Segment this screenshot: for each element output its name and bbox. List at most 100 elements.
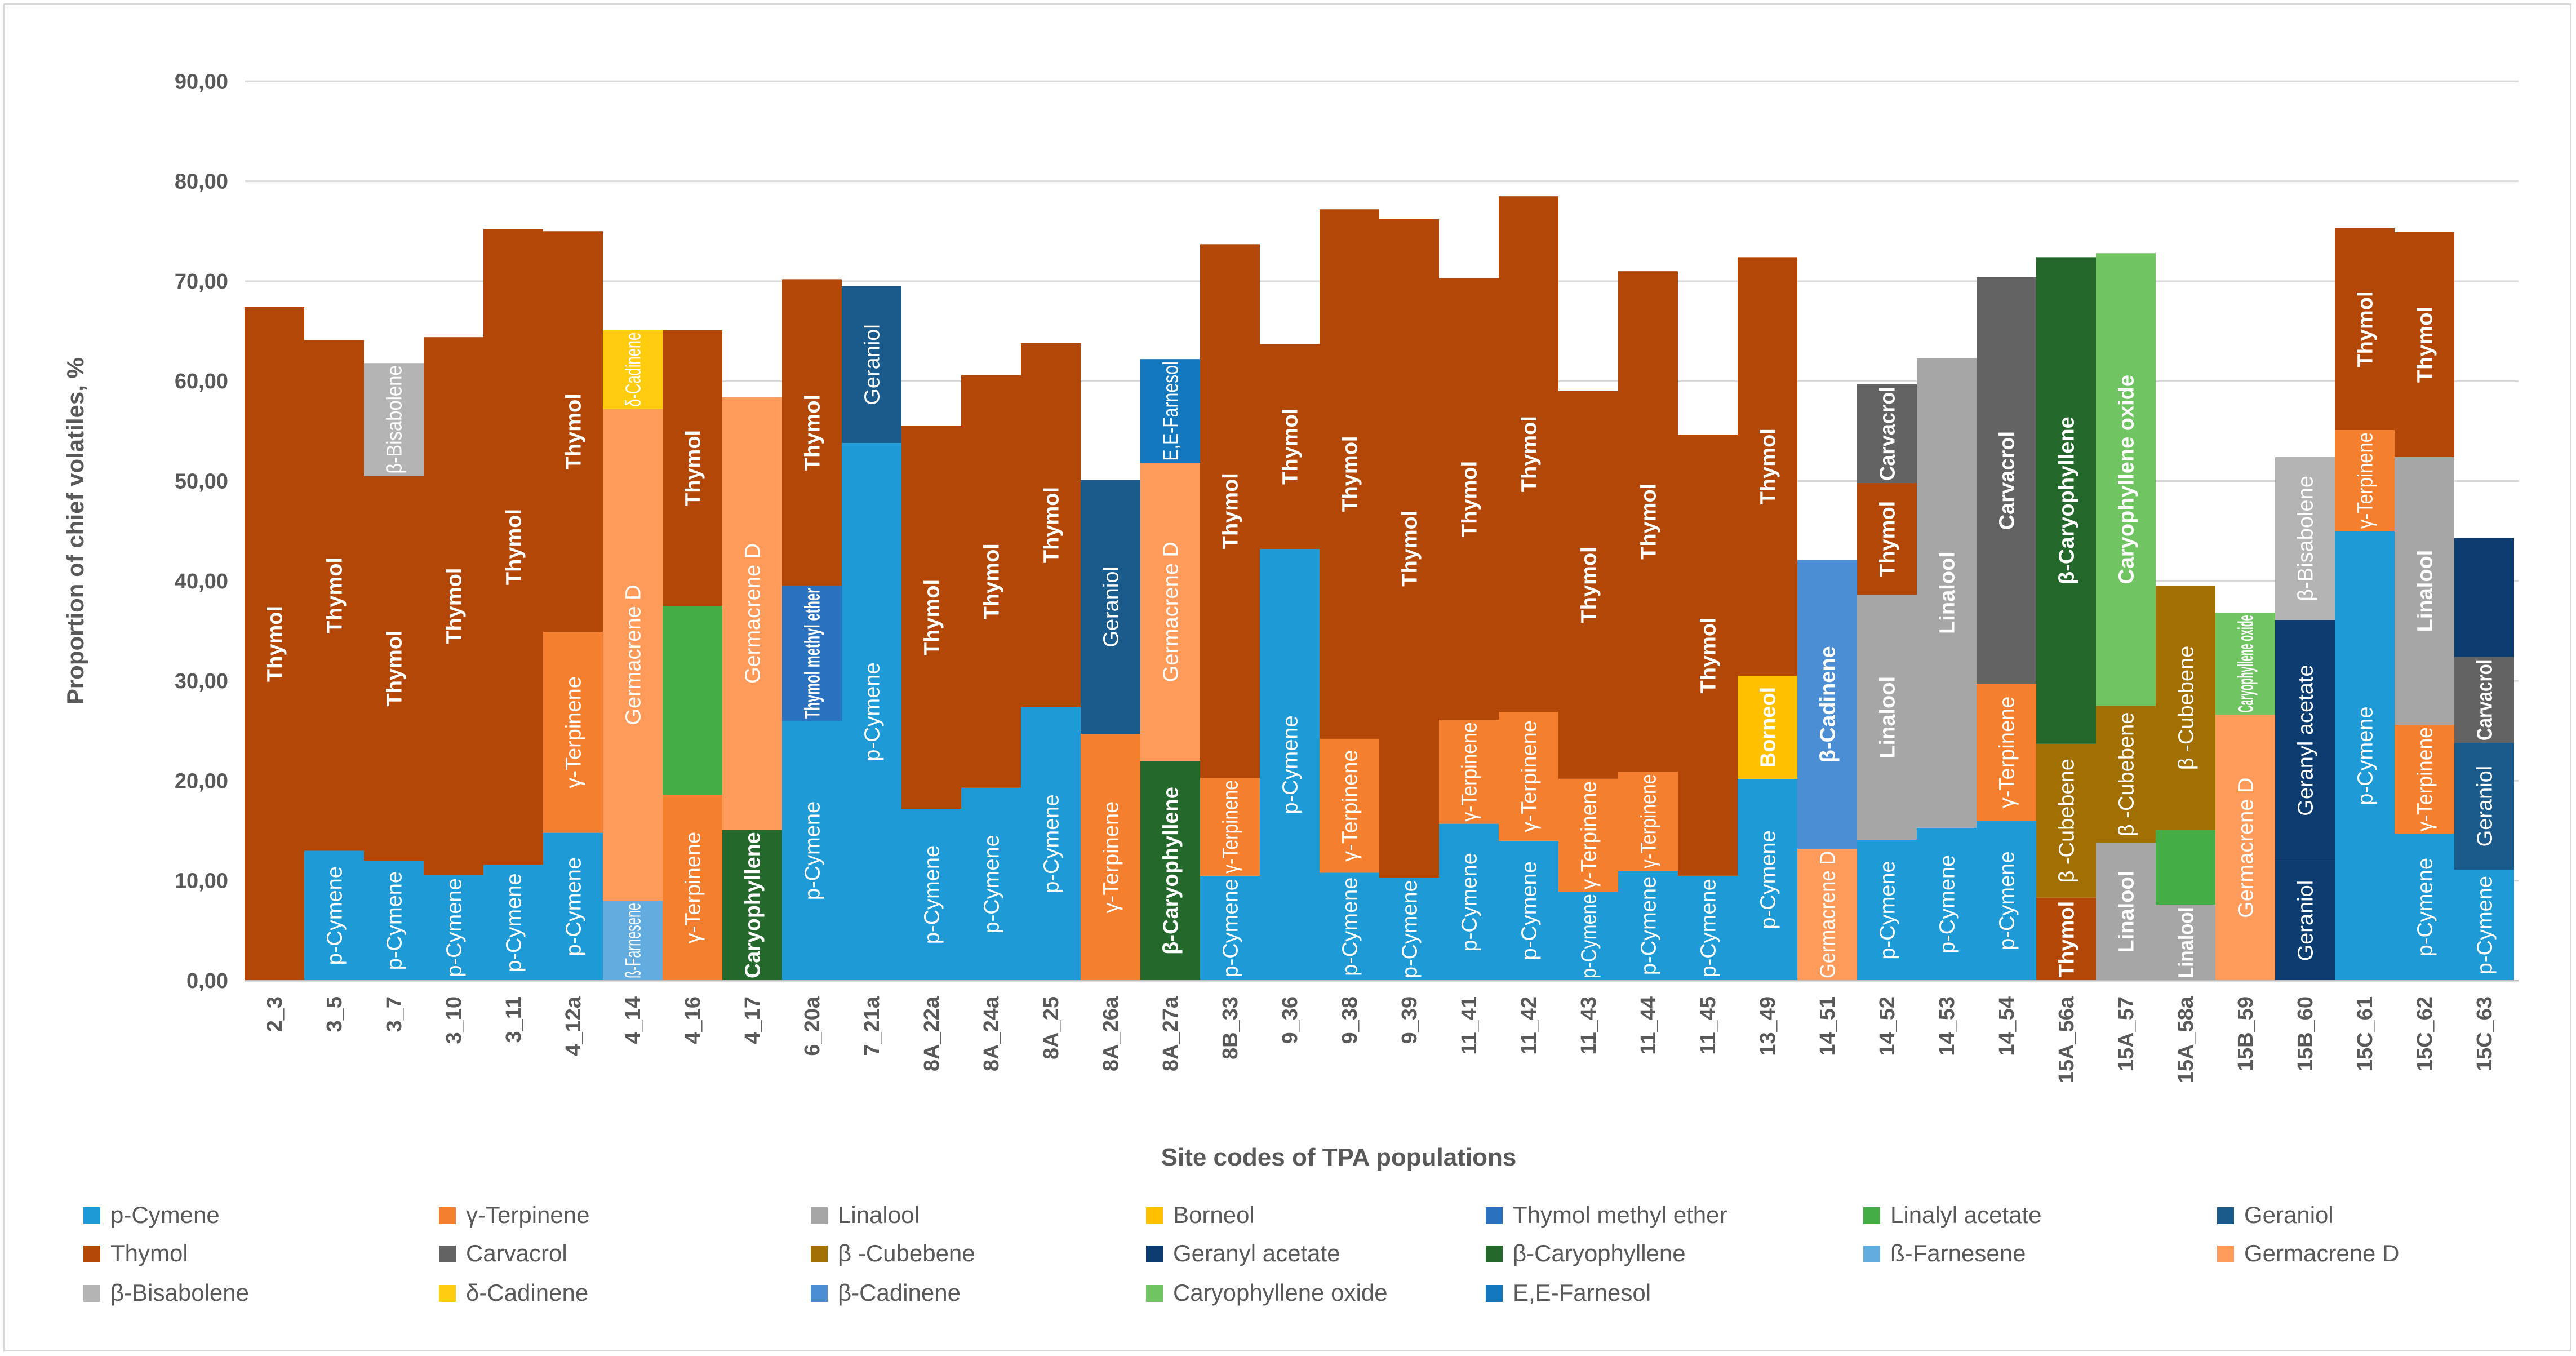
legend-swatch: [1146, 1246, 1163, 1262]
x-tick-label: 9_39: [1398, 996, 1422, 1044]
segment-label: p-Cymene: [2414, 858, 2437, 956]
legend-item: β -Cubebene: [811, 1240, 975, 1266]
segment-label: γ-Terpinene: [1996, 697, 2019, 809]
bar-segment: [722, 397, 782, 830]
x-tick-label: 15C_62: [2413, 996, 2437, 1071]
segment-label: E,E-Farnesol: [1160, 361, 1183, 460]
bar-segment: [603, 330, 663, 409]
segment-label: Thymol: [1637, 484, 1661, 560]
bar-segment: [2275, 861, 2335, 981]
y-tick-label: 50,00: [175, 470, 228, 494]
legend-swatch: [1863, 1207, 1880, 1224]
segment-label: Thymol: [1398, 511, 1422, 587]
bar-stack: p-Cymene γ-Terpinene Thymol: [543, 231, 603, 981]
x-tick-label: 4_14: [621, 996, 645, 1044]
segment-label: p-Cymene: [323, 866, 347, 965]
segment-label: Thymol: [1876, 501, 1900, 577]
bar-segment: [2156, 905, 2215, 981]
legend-item: Carvacrol: [439, 1240, 567, 1266]
segment-label: Linalool: [2115, 871, 2139, 953]
bar-segment: [1499, 196, 1558, 712]
bar-stack: p-Cymene γ-Terpinene Thymol: [1618, 271, 1678, 981]
segment-label: Carvacrol: [1876, 387, 1900, 481]
bar-stack: Germacrene D β-Cadinene: [1797, 560, 1857, 981]
bar-segment: [1320, 872, 1379, 981]
bar-stack: p-Cymene Thymol: [901, 426, 961, 981]
segment-label: p-Cymene: [2354, 706, 2378, 805]
bar-stack: Geraniol Geranyl acetate β-Bisabolene: [2275, 457, 2335, 981]
legend-swatch: [1486, 1285, 1503, 1302]
x-tick-label: 15B_60: [2294, 996, 2317, 1071]
y-axis-title: Proportion of chief volatiles, %: [62, 357, 88, 704]
bar-segment: [1678, 435, 1738, 876]
segment-label: Thymol: [1339, 436, 1362, 512]
bar-stack: p-Cymene Thymol: [1678, 435, 1738, 981]
bar-segment: [2395, 457, 2454, 725]
bar-stack: p-Cymene Thymol: [961, 375, 1021, 981]
bar-segment: [1200, 875, 1260, 981]
segment-label: γ-Terpinene: [1578, 781, 1601, 889]
legend-label: p-Cymene: [110, 1202, 220, 1228]
bar-segment: [2454, 657, 2514, 743]
x-tick-label: 8A_27a: [1159, 996, 1183, 1071]
legend-swatch: [83, 1207, 100, 1224]
bar-segment: [2215, 613, 2275, 715]
segment-label: Linalool: [2414, 550, 2437, 632]
segment-label: Thymol: [323, 557, 347, 633]
bar-segment: [782, 279, 842, 586]
bar-segment: [1379, 219, 1439, 878]
segment-label: p-Cymene: [1637, 876, 1661, 975]
bar-stack: Caryophyllene Germacrene D: [722, 397, 782, 981]
y-tick-label: 0,00: [186, 969, 228, 993]
bar-segment: [1439, 720, 1499, 824]
segment-label: p-Cymene: [1279, 715, 1303, 814]
segment-label: p-Cymene: [801, 801, 825, 900]
segment-label: Germacrene D: [622, 584, 646, 725]
legend-label: β-Caryophyllene: [1513, 1240, 1686, 1266]
bar-segment: [2036, 743, 2096, 898]
bar-segment: [1558, 778, 1618, 892]
segment-label: γ-Terpinene: [682, 832, 705, 944]
segment-label: Caryophyllene oxide: [2115, 375, 2139, 584]
legend-label: Caryophyllene oxide: [1173, 1279, 1388, 1306]
bar-segment: [2454, 538, 2514, 657]
y-tick-label: 40,00: [175, 570, 228, 593]
legend-item: γ-Terpinene: [439, 1202, 589, 1228]
x-tick-label: 14_54: [1995, 996, 2019, 1056]
bar-stack: p-Cymene Geraniol Carvacrol: [2454, 538, 2514, 981]
legend-swatch: [811, 1285, 828, 1302]
bar-segment: [2275, 619, 2335, 861]
x-tick-label: 11_42: [1517, 996, 1541, 1055]
x-tick-label: 3_5: [323, 996, 347, 1032]
bar-segment: [1320, 738, 1379, 873]
bar-stack: ß-Farnesene Germacrene D δ-Cadinene: [603, 330, 663, 981]
bar-segment: [2335, 531, 2395, 981]
legend-label: Linalool: [838, 1202, 920, 1228]
bar-segment: [2096, 706, 2156, 843]
bar-stack: p-Cymene Thymol: [1379, 219, 1439, 981]
segment-label: Geraniol: [2473, 766, 2497, 847]
segment-label: Thymol: [264, 606, 287, 682]
segment-label: Geraniol: [1100, 566, 1123, 648]
segment-label: p-Cymene: [443, 878, 467, 977]
legend-item: Thymol: [83, 1240, 188, 1266]
bar-segment: [2275, 457, 2335, 620]
segment-label: p-Cymene: [503, 874, 526, 972]
x-tick-label: 3_11: [502, 996, 526, 1043]
legend-swatch: [83, 1246, 100, 1262]
x-tick-label: 2_3: [263, 996, 287, 1032]
legend-item: Germacrene D: [2217, 1240, 2399, 1266]
segment-label: β -Cubebene: [2175, 646, 2199, 770]
bar-segment: [1320, 209, 1379, 739]
segment-label: p-Cymene: [1219, 879, 1243, 977]
x-tick-label: 8A_22a: [920, 996, 944, 1071]
x-tick-label: 15A_57: [2115, 996, 2138, 1071]
segment-label: γ-Terpinene: [562, 676, 586, 788]
bar-segment: [2215, 715, 2275, 981]
bar-segment: [304, 340, 364, 851]
segment-label: Thymol: [1578, 547, 1601, 623]
bar-segment: [782, 586, 842, 721]
y-tick-label: 70,00: [175, 270, 228, 294]
segment-label: Germacrene D: [741, 543, 765, 684]
